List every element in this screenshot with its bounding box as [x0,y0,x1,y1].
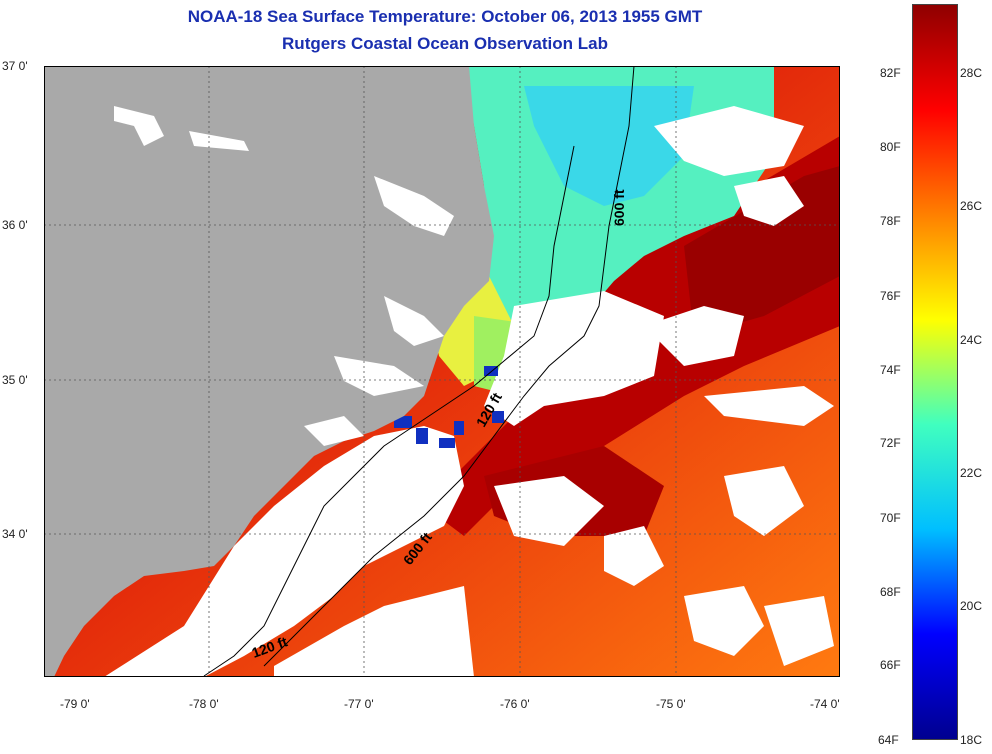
colorbar-c-20: 20C [960,599,983,613]
colorbar-c-22: 22C [960,466,983,480]
colorbar-f-68: 68F [880,585,901,599]
graticule [44,66,840,677]
lat-label-36: 36 0' [2,218,28,232]
gulf-stream-core [684,166,840,336]
land-north-carolina [44,66,494,677]
contour-label-600-north: 600 ft [611,189,627,226]
colorbar-c-26: 26C [960,199,983,213]
lon-label-79: -79 0' [60,697,90,711]
colorbar-f-66: 66F [880,658,901,672]
map-title: NOAA-18 Sea Surface Temperature: October… [187,7,703,26]
colorbar-f-78: 78F [880,214,901,228]
lon-label-76: -76 0' [500,697,530,711]
lat-label-34: 34 0' [2,527,28,541]
colorbar [912,4,958,740]
shelf-cyan-patch [524,86,694,206]
lon-label-74: -74 0' [810,697,840,711]
colorbar-f-72: 72F [880,436,901,450]
contour-600ft [263,66,635,667]
colorbar-f-82: 82F [880,66,901,80]
cloud-mask [104,106,834,677]
colorbar-f-74: 74F [880,363,901,377]
colorbar-f-76: 76F [880,289,901,303]
lon-label-75: -75 0' [656,697,686,711]
contour-120ft [203,145,575,677]
colorbar-f-64: 64F [878,733,899,747]
colorbar-f-80: 80F [880,140,901,154]
colorbar-c-18: 18C [960,733,983,747]
colorbar-c-24: 24C [960,333,983,347]
inland-water [114,106,454,446]
sst-map: 600 ft 120 ft 600 ft 120 ft [44,66,840,677]
lon-label-78: -78 0' [189,697,219,711]
colorbar-c-28: 28C [960,66,983,80]
map-frame [44,66,840,677]
lat-label-35: 35 0' [2,373,28,387]
colorbar-f-70: 70F [880,511,901,525]
lat-label-37: 37 0' [2,59,28,73]
map-subtitle: Rutgers Coastal Ocean Observation Lab [282,34,608,53]
lon-label-77: -77 0' [344,697,374,711]
